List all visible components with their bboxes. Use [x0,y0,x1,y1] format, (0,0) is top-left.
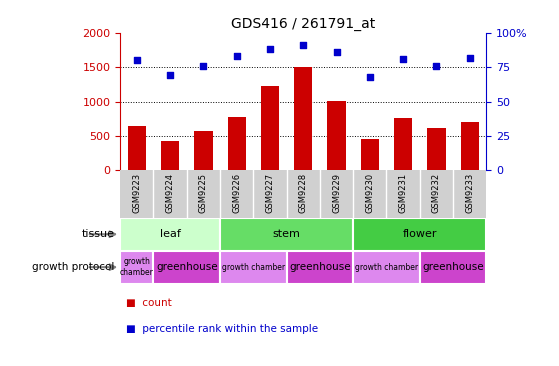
Text: ■  percentile rank within the sample: ■ percentile rank within the sample [126,324,318,334]
Text: GSM9232: GSM9232 [432,172,441,213]
Bar [127,126,146,170]
Bar [120,251,154,284]
Bar [220,218,353,251]
Point [266,46,274,52]
Point [132,57,141,63]
Bar [120,218,220,251]
Point [432,63,441,69]
Text: growth chamber: growth chamber [222,263,285,272]
Text: ■  count: ■ count [126,298,172,308]
Bar [461,122,479,170]
Text: GSM9229: GSM9229 [332,172,341,213]
Text: tissue: tissue [82,229,115,239]
Bar [353,251,420,284]
Point [165,72,174,78]
Text: GSM9224: GSM9224 [165,172,174,213]
Point [199,63,208,69]
Bar [394,118,413,170]
Text: GSM9226: GSM9226 [232,172,241,213]
Text: GSM9227: GSM9227 [266,172,274,213]
Bar [220,251,287,284]
Text: growth protocol: growth protocol [32,262,115,272]
Bar [261,86,279,170]
Point [232,53,241,59]
Text: leaf: leaf [160,229,181,239]
Point [366,74,375,80]
Bar [361,139,379,170]
Bar [353,218,486,251]
Text: GSM9223: GSM9223 [132,172,141,213]
Point [299,42,307,48]
Bar [154,251,220,284]
Text: flower: flower [402,229,437,239]
Bar [161,141,179,170]
Title: GDS416 / 261791_at: GDS416 / 261791_at [231,16,376,30]
Text: GSM9225: GSM9225 [199,172,208,213]
Bar [328,101,345,170]
Text: greenhouse: greenhouse [422,262,484,272]
Point [465,55,474,60]
Point [332,49,341,55]
Point [399,56,408,62]
Text: GSM9230: GSM9230 [366,172,375,213]
Text: greenhouse: greenhouse [289,262,350,272]
Bar [294,67,312,170]
Text: greenhouse: greenhouse [156,262,217,272]
Bar [287,251,353,284]
Bar [194,131,212,170]
Text: growth chamber: growth chamber [355,263,418,272]
Bar [427,128,446,170]
Text: GSM9228: GSM9228 [299,172,308,213]
Text: stem: stem [273,229,301,239]
Text: growth
chamber: growth chamber [120,257,154,277]
Text: GSM9233: GSM9233 [465,172,474,213]
Bar [228,117,246,170]
Bar [420,251,486,284]
Text: GSM9231: GSM9231 [399,172,408,213]
